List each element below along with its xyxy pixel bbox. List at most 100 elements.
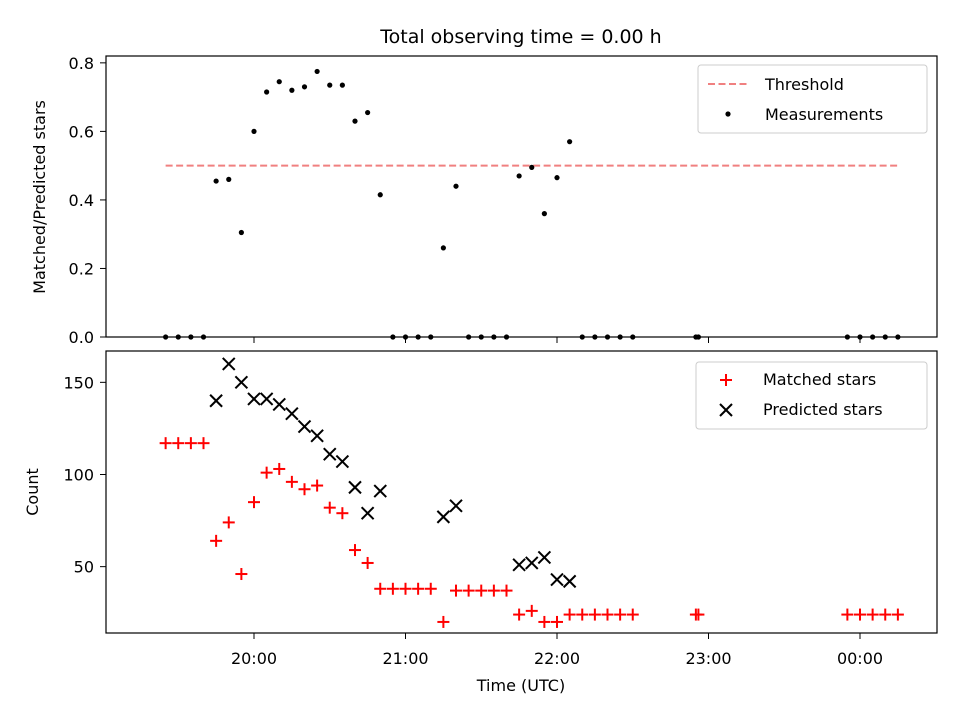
matched-star-point <box>475 584 488 597</box>
predicted-star-point <box>259 392 274 406</box>
predicted-star-point <box>348 480 362 495</box>
matched-star-point <box>563 608 576 621</box>
measurements-series <box>163 68 901 340</box>
measurement-point <box>529 164 535 170</box>
measurement-point <box>579 334 585 340</box>
predicted-star-point <box>297 419 312 434</box>
matched-star-point <box>285 475 298 488</box>
bottom-legend-box <box>695 361 928 430</box>
measurement-point <box>276 79 282 85</box>
predicted-star-point <box>550 572 564 587</box>
matched-star-point <box>197 437 210 450</box>
measurement-point <box>844 334 850 340</box>
predicted-star-point <box>512 558 526 572</box>
matched-star-point <box>692 608 705 621</box>
matched-star-point <box>273 462 286 475</box>
matched-star-point <box>576 608 589 621</box>
top-panel-ylabel: Matched/Predicted stars <box>30 100 49 294</box>
measurement-point <box>882 334 888 340</box>
predicted-star-point <box>222 357 236 371</box>
matched-star-point <box>462 584 475 597</box>
matched-star-point <box>841 608 854 621</box>
measurements-legend-label: Measurements <box>765 105 883 124</box>
measurement-point <box>478 334 484 340</box>
matched-star-point <box>386 582 399 595</box>
measurement-point <box>617 334 623 340</box>
measurement-point <box>352 118 358 124</box>
threshold-legend-label: Threshold <box>764 75 844 94</box>
measurement-point <box>630 334 636 340</box>
matched-star-point <box>222 516 235 529</box>
top-panel: Total observing time = 0.00 h Matched/Pr… <box>30 26 938 347</box>
measurement-point <box>516 173 522 179</box>
bottom-panel-frame <box>105 350 938 634</box>
predicted-star-point <box>234 375 249 390</box>
bottom-ytick-label: 150 <box>63 373 94 392</box>
matched-star-point <box>891 608 904 621</box>
measurement-point <box>390 334 396 340</box>
bottom-xtick-label: 00:00 <box>837 649 883 668</box>
measurement-point <box>466 334 472 340</box>
measurement-point <box>567 139 573 145</box>
matched-star-point <box>424 582 437 595</box>
measurement-point <box>870 334 876 340</box>
matched-star-point <box>879 608 892 621</box>
top-panel-title: Total observing time = 0.00 h <box>379 26 661 48</box>
measurement-point <box>163 334 169 340</box>
predicted-star-point <box>525 556 539 570</box>
measurement-point <box>592 334 598 340</box>
measurement-point <box>175 334 181 340</box>
predicted-star-point <box>272 397 286 412</box>
matched-star-point <box>248 496 260 509</box>
measurement-point <box>251 128 257 134</box>
matched-star-point <box>500 584 513 597</box>
matched-star-point <box>336 507 349 520</box>
matched-star-point <box>437 615 450 628</box>
top-ytick-label: 0.4 <box>69 191 94 210</box>
measurement-point <box>339 82 345 88</box>
measurement-point <box>428 334 434 340</box>
predicted-star-point <box>373 484 387 498</box>
measurement-point <box>226 176 232 182</box>
measurement-point <box>188 334 194 340</box>
measurement-point <box>415 334 421 340</box>
matched-star-point <box>412 582 425 595</box>
matched-star-point <box>159 437 172 450</box>
matched-star-point <box>626 608 639 621</box>
predicted-star-point <box>449 499 463 513</box>
matched-star-point <box>601 608 614 621</box>
matched-star-point <box>487 584 500 597</box>
matched-star-point <box>260 466 273 479</box>
measurement-point <box>402 334 409 340</box>
measurement-point <box>200 334 207 340</box>
top-ytick-label: 0.2 <box>69 259 94 278</box>
matched-star-point <box>349 544 361 557</box>
measurement-point <box>857 334 863 340</box>
predicted-star-point <box>285 406 299 421</box>
predicted-star-point <box>335 454 350 469</box>
top-legend-box <box>697 64 928 134</box>
predicted-star-point <box>323 447 337 461</box>
top-panel-legend: Threshold Measurements <box>697 64 928 134</box>
matched-star-point <box>361 556 374 569</box>
measurement-point <box>440 245 446 251</box>
matched-star-point <box>551 615 563 628</box>
measurement-point <box>895 334 901 340</box>
matched-star-point <box>172 437 185 450</box>
predicted-star-point <box>360 506 375 520</box>
matched-star-point <box>525 604 538 617</box>
predicted-star-point <box>247 392 261 406</box>
measurements-legend-swatch <box>725 111 731 117</box>
matched-star-point <box>450 584 462 597</box>
predicted-stars-series <box>209 357 577 589</box>
matched-star-point <box>184 437 197 450</box>
matched-star-point <box>323 501 336 514</box>
matched-star-point <box>854 608 866 621</box>
matched-star-point <box>235 568 248 581</box>
matched-star-point <box>614 608 627 621</box>
bottom-panel-xticks: 20:00 21:00 22:00 23:00 00:00 <box>231 633 883 668</box>
measurement-point <box>289 87 295 93</box>
matched-star-point <box>866 608 879 621</box>
bottom-xtick-label: 23:00 <box>685 649 731 668</box>
matched-star-point <box>374 582 387 595</box>
